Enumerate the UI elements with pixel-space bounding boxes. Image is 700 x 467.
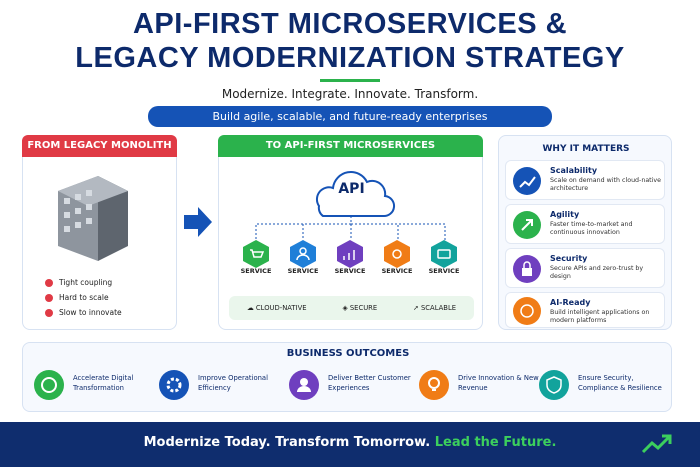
outcome: Accelerate Digital Transformation [33, 365, 163, 405]
footer-line: Modernize Today. Transform Tomorrow. Lea… [0, 435, 700, 450]
why-icon [513, 255, 541, 283]
why-item: Scalability Scale on demand with cloud-na… [505, 160, 665, 200]
why-item-text: Secure APIs and zero-trust by design [550, 265, 644, 280]
outcome-icon [159, 370, 189, 400]
outcome: Drive Innovation & New Revenue [418, 365, 548, 405]
legacy-item: Tight coupling [45, 275, 122, 290]
service-label: SERVICE [240, 267, 272, 275]
legacy-item: Slow to innovate [45, 305, 122, 320]
why-panel: WHY IT MATTERS Scalability Scale on deman… [498, 135, 672, 330]
legacy-text: Hard to scale [59, 293, 109, 302]
why-icon [513, 167, 541, 195]
legacy-text: Tight coupling [59, 278, 113, 287]
legacy-title: FROM LEGACY MONOLITH [22, 135, 177, 157]
growth-icon [641, 434, 672, 454]
why-item: AI-Ready Build intelligent applications o… [505, 292, 665, 328]
arrow [184, 207, 212, 237]
api-label: API [338, 181, 365, 197]
service-label: SERVICE [381, 267, 413, 275]
why-item-title: AI-Ready [550, 298, 591, 307]
micro-title: TO API-FIRST MICROSERVICES [218, 135, 483, 157]
why-item-title: Scalability [550, 166, 598, 175]
feature: ➚ SCALABLE [413, 304, 457, 312]
outcome-text: Improve Operational Efficiency [198, 374, 268, 392]
micro-panel: TO API-FIRST MICROSERVICES API SERVICE S… [218, 135, 483, 330]
building-icon [58, 176, 128, 261]
outcome-icon [289, 370, 319, 400]
legacy-panel: FROM LEGACY MONOLITH Tight coupling Hard… [22, 135, 177, 330]
feature-bar: ☁ CLOUD-NATIVE ◈ SECURE ➚ SCALABLE [229, 296, 474, 320]
outcome: Deliver Better Customer Experiences [288, 365, 418, 405]
feature-text: CLOUD-NATIVE [255, 304, 307, 312]
outcome-icon [419, 370, 449, 400]
outcome-icon [34, 370, 64, 400]
title-line1: API-FIRST MICROSERVICES & [132, 8, 568, 40]
banner: Build agile, scalable, and future-ready … [148, 106, 552, 127]
legacy-item: Hard to scale [45, 290, 122, 305]
outcome: Ensure Security, Compliance & Resilience [538, 365, 668, 405]
service-label: SERVICE [428, 267, 460, 275]
title-line2: LEGACY MODERNIZATION STRATEGY [75, 42, 625, 74]
outcome-text: Deliver Better Customer Experiences [328, 374, 411, 392]
legacy-text: Slow to innovate [59, 308, 122, 317]
why-item-text: Faster time-to-market and continuous inn… [550, 221, 633, 236]
legacy-list: Tight coupling Hard to scale Slow to inn… [45, 275, 122, 320]
why-title: WHY IT MATTERS [542, 144, 630, 154]
outcome-text: Accelerate Digital Transformation [73, 374, 134, 392]
why-icon [513, 297, 541, 325]
footer-highlight: Lead the Future. [434, 435, 557, 450]
outcomes-title: BUSINESS OUTCOMES [286, 348, 410, 359]
feature: ◈ SECURE [342, 304, 378, 312]
footer-text: Modernize Today. Transform Tomorrow. [143, 435, 431, 450]
why-item-title: Security [550, 254, 588, 263]
why-item-title: Agility [550, 210, 580, 219]
feature: ☁ CLOUD-NATIVE [246, 304, 307, 312]
footer: Modernize Today. Transform Tomorrow. Lea… [0, 422, 700, 467]
service-label: SERVICE [287, 267, 319, 275]
outcome-icon [539, 370, 569, 400]
api-diagram [243, 171, 457, 268]
why-icon [513, 211, 541, 239]
outcome-text: Ensure Security, Compliance & Resilience [578, 374, 662, 392]
why-item-text: Scale on demand with cloud-native archit… [550, 177, 661, 192]
outcome: Improve Operational Efficiency [158, 365, 288, 405]
service-label: SERVICE [334, 267, 366, 275]
why-item: Security Secure APIs and zero-trust by de… [505, 248, 665, 288]
why-item-text: Build intelligent applications on modern… [550, 309, 650, 324]
feature-text: SCALABLE [420, 304, 457, 312]
feature-text: SECURE [349, 304, 378, 312]
outcome-text: Drive Innovation & New Revenue [458, 374, 539, 392]
outcomes-panel: BUSINESS OUTCOMES Accelerate Digital Tra… [22, 342, 672, 412]
why-item: Agility Faster time-to-market and continu… [505, 204, 665, 244]
underline [320, 79, 380, 82]
tagline: Modernize. Integrate. Innovate. Transfor… [221, 87, 479, 101]
